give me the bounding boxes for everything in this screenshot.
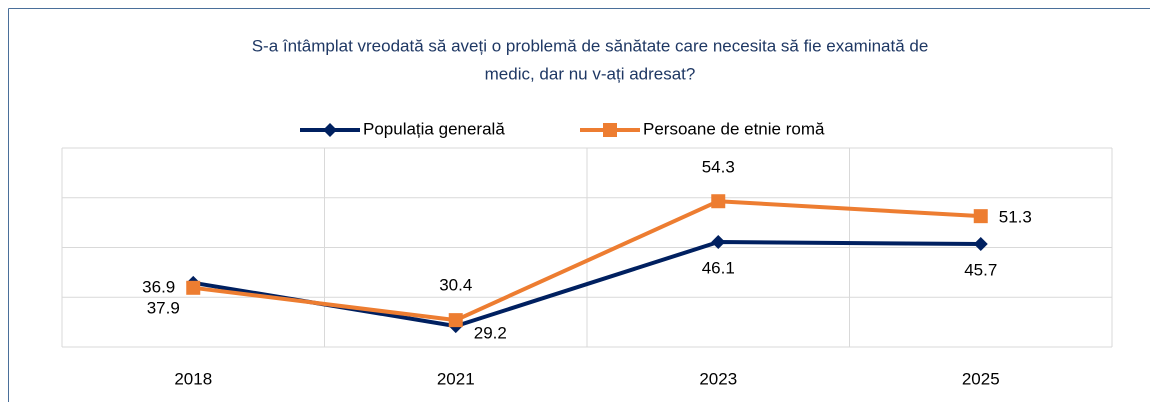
data-label: 54.3 (702, 158, 735, 177)
marker (186, 280, 201, 295)
data-label: 29.2 (474, 324, 507, 343)
x-tick-label: 2025 (962, 369, 1000, 388)
line (193, 199, 981, 323)
data-label: 46.1 (702, 259, 735, 278)
marker (973, 209, 988, 224)
marker (448, 313, 463, 328)
data-label: 37.9 (147, 298, 180, 317)
legend-label: Populația generală (363, 119, 505, 138)
legend-label: Persoane de etnie romă (643, 119, 825, 138)
marker (711, 235, 726, 250)
data-label: 45.7 (964, 261, 997, 280)
data-label: 30.4 (439, 276, 472, 295)
data-label: 51.3 (999, 208, 1032, 227)
marker (973, 237, 988, 252)
x-tick-label: 2023 (699, 369, 737, 388)
chart-title: S-a întâmplat vreodată să aveți o proble… (252, 36, 929, 55)
x-tick-label: 2021 (437, 369, 475, 388)
marker (711, 194, 726, 209)
x-tick-label: 2018 (174, 369, 212, 388)
legend-marker (323, 123, 337, 137)
legend-marker (603, 123, 617, 137)
data-label: 36.9 (142, 277, 175, 296)
chart-title: medic, dar nu v-ați adresat? (485, 64, 696, 83)
